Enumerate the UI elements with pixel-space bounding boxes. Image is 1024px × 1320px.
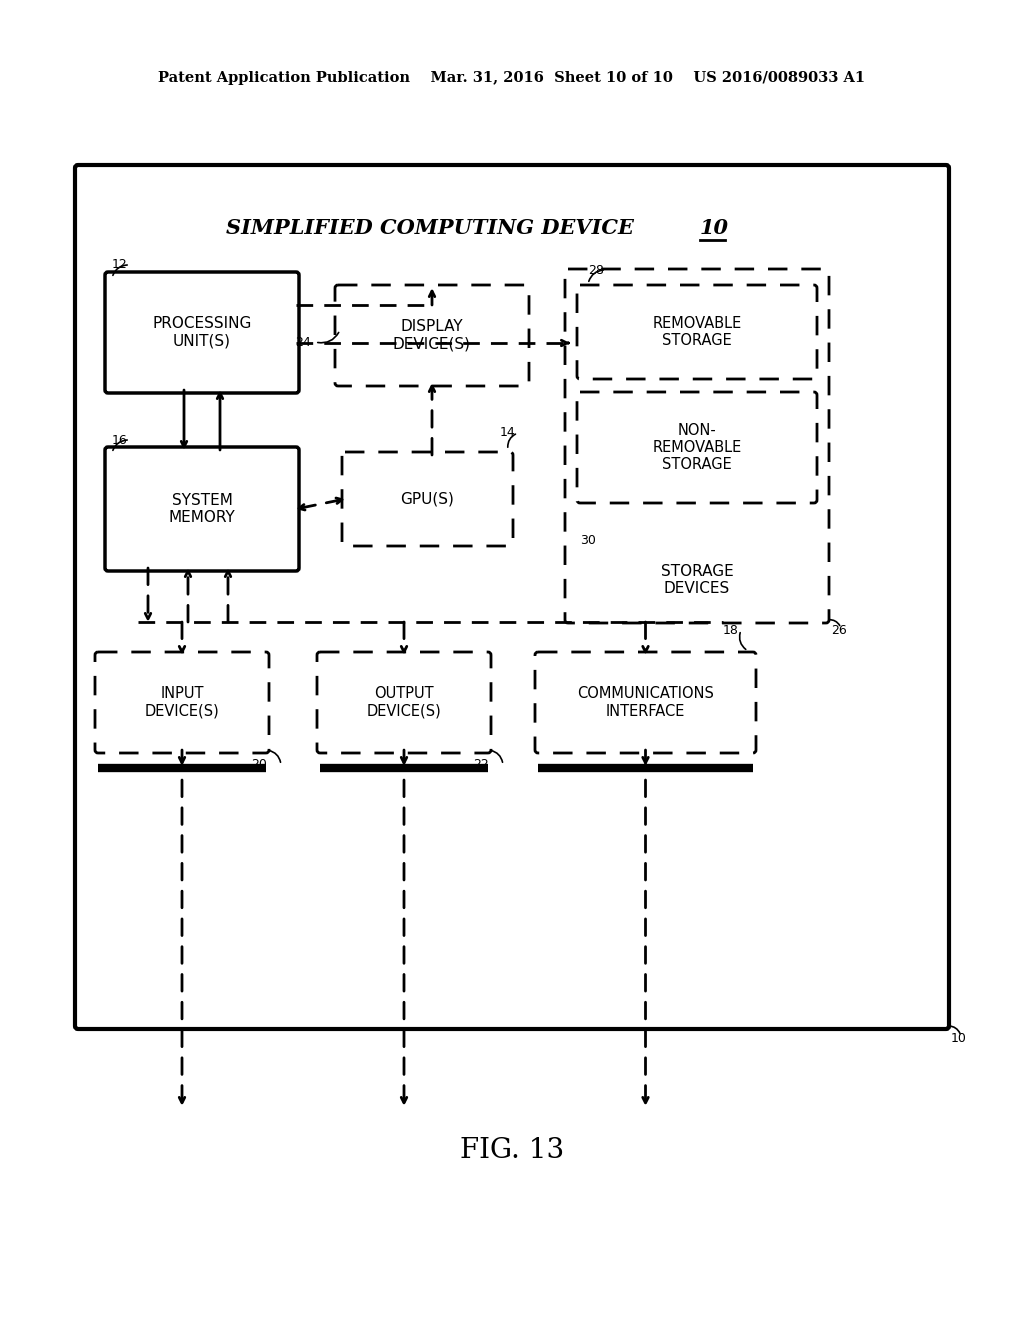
FancyArrowPatch shape bbox=[643, 750, 648, 763]
FancyBboxPatch shape bbox=[577, 392, 817, 503]
FancyBboxPatch shape bbox=[95, 652, 269, 752]
Text: NON-
REMOVABLE
STORAGE: NON- REMOVABLE STORAGE bbox=[652, 422, 741, 473]
FancyArrowPatch shape bbox=[145, 568, 151, 619]
Text: 16: 16 bbox=[112, 433, 128, 446]
Text: 10: 10 bbox=[700, 218, 729, 238]
Text: 28: 28 bbox=[588, 264, 604, 276]
FancyBboxPatch shape bbox=[75, 165, 949, 1030]
Text: DISPLAY
DEVICE(S): DISPLAY DEVICE(S) bbox=[393, 319, 471, 351]
FancyArrowPatch shape bbox=[179, 780, 184, 1104]
FancyArrowPatch shape bbox=[217, 393, 223, 450]
FancyArrowPatch shape bbox=[225, 572, 230, 622]
Text: GPU(S): GPU(S) bbox=[400, 491, 455, 507]
FancyArrowPatch shape bbox=[401, 780, 407, 1104]
FancyBboxPatch shape bbox=[105, 447, 299, 572]
FancyArrowPatch shape bbox=[299, 498, 342, 510]
Text: OUTPUT
DEVICE(S): OUTPUT DEVICE(S) bbox=[367, 686, 441, 718]
FancyArrowPatch shape bbox=[561, 341, 568, 346]
FancyArrowPatch shape bbox=[429, 387, 435, 455]
FancyBboxPatch shape bbox=[565, 269, 829, 623]
FancyArrowPatch shape bbox=[185, 572, 190, 622]
Text: SIMPLIFIED COMPUTING DEVICE: SIMPLIFIED COMPUTING DEVICE bbox=[226, 218, 634, 238]
Text: 22: 22 bbox=[473, 759, 488, 771]
Text: INPUT
DEVICE(S): INPUT DEVICE(S) bbox=[144, 686, 219, 718]
FancyArrowPatch shape bbox=[643, 622, 648, 652]
FancyBboxPatch shape bbox=[317, 652, 490, 752]
FancyBboxPatch shape bbox=[535, 652, 756, 752]
Text: 20: 20 bbox=[251, 759, 267, 771]
FancyArrowPatch shape bbox=[179, 750, 184, 763]
FancyArrowPatch shape bbox=[401, 622, 407, 652]
Text: 30: 30 bbox=[580, 533, 596, 546]
Text: 26: 26 bbox=[831, 623, 847, 636]
FancyBboxPatch shape bbox=[342, 451, 513, 546]
Text: PROCESSING
UNIT(S): PROCESSING UNIT(S) bbox=[153, 317, 252, 348]
Text: 12: 12 bbox=[112, 259, 128, 272]
Text: 18: 18 bbox=[723, 623, 739, 636]
Text: FIG. 13: FIG. 13 bbox=[460, 1137, 564, 1163]
Text: 10: 10 bbox=[951, 1031, 967, 1044]
Text: Patent Application Publication    Mar. 31, 2016  Sheet 10 of 10    US 2016/00890: Patent Application Publication Mar. 31, … bbox=[159, 71, 865, 84]
Text: COMMUNICATIONS
INTERFACE: COMMUNICATIONS INTERFACE bbox=[578, 686, 714, 718]
Text: SYSTEM
MEMORY: SYSTEM MEMORY bbox=[169, 492, 236, 525]
Text: STORAGE
DEVICES: STORAGE DEVICES bbox=[660, 564, 733, 597]
FancyArrowPatch shape bbox=[401, 750, 407, 763]
FancyArrowPatch shape bbox=[181, 389, 186, 447]
FancyArrowPatch shape bbox=[643, 780, 648, 1104]
FancyBboxPatch shape bbox=[577, 285, 817, 379]
FancyArrowPatch shape bbox=[429, 292, 435, 305]
FancyBboxPatch shape bbox=[105, 272, 299, 393]
Text: 24: 24 bbox=[295, 335, 310, 348]
Text: REMOVABLE
STORAGE: REMOVABLE STORAGE bbox=[652, 315, 741, 348]
FancyBboxPatch shape bbox=[335, 285, 529, 385]
FancyArrowPatch shape bbox=[179, 622, 184, 652]
Text: 14: 14 bbox=[500, 426, 516, 440]
